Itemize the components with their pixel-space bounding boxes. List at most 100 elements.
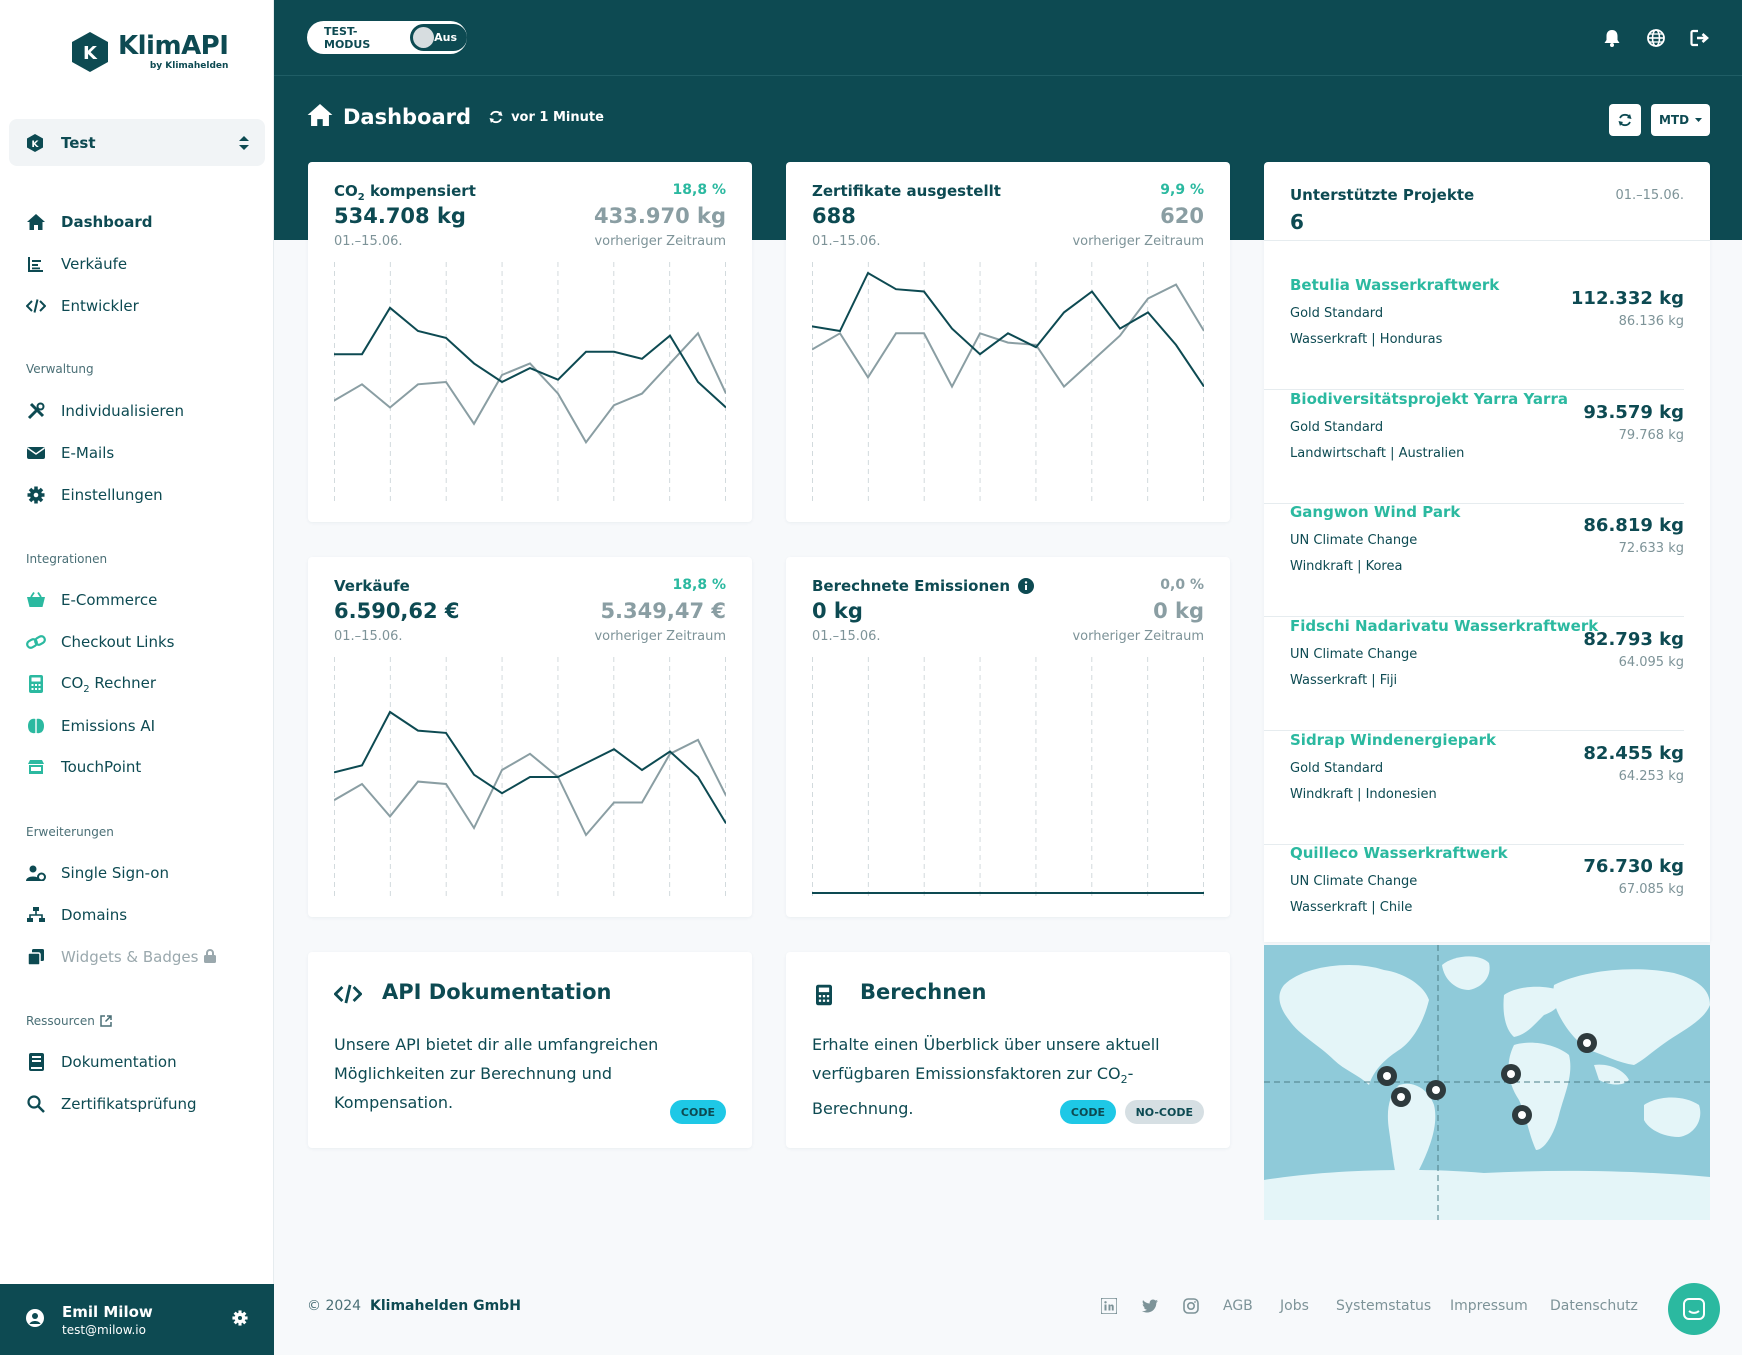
section-ressourcen[interactable]: Ressourcen	[26, 1014, 112, 1028]
stat-previous-value: 620	[1160, 204, 1204, 228]
map-marker-icon[interactable]	[1500, 1063, 1522, 1089]
user-gear-icon	[26, 863, 46, 883]
bell-icon[interactable]	[1601, 27, 1623, 49]
globe-icon[interactable]	[1645, 27, 1667, 49]
no-code-badge[interactable]: NO-CODE	[1124, 1100, 1204, 1124]
envelope-icon	[26, 443, 46, 463]
projects-count: 6	[1290, 210, 1304, 234]
project-item[interactable]: Betulia Wasserkraftwerk Gold Standard Wa…	[1264, 276, 1684, 390]
nav-sso-label: Single Sign-on	[61, 864, 169, 882]
nav-zertifikatspruefung[interactable]: Zertifikatsprüfung	[26, 1090, 197, 1118]
berechnen-card[interactable]: Berechnen Erhalte einen Überblick über u…	[786, 952, 1230, 1148]
project-category: Wasserkraft | Chile	[1290, 900, 1413, 915]
nav-dokumentation[interactable]: Dokumentation	[26, 1048, 177, 1076]
code-badge[interactable]: CODE	[669, 1100, 726, 1124]
api-docs-card[interactable]: API Dokumentation Unsere API bietet dir …	[308, 952, 752, 1148]
stat-date: 01.–15.06.	[334, 629, 403, 644]
book-icon	[26, 1052, 46, 1072]
footer-copyright: © 2024 Klimahelden GmbH	[307, 1298, 521, 1314]
stat-value: 6.590,62 €	[334, 599, 460, 623]
map-marker-icon[interactable]	[1390, 1086, 1412, 1112]
footer-link-systemstatus[interactable]: Systemstatus	[1336, 1298, 1432, 1314]
project-name[interactable]: Betulia Wasserkraftwerk	[1290, 276, 1500, 294]
test-mode-switch[interactable]: TEST-MODUS Aus	[307, 21, 467, 54]
user-avatar-icon[interactable]	[26, 1308, 44, 1331]
nav-emissions-ai[interactable]: Emissions AI	[26, 712, 155, 740]
project-name[interactable]: Fidschi Nadarivatu Wasserkraftwerk	[1290, 617, 1599, 635]
period-dropdown[interactable]: MTD	[1651, 104, 1710, 136]
nav-widgets-badges[interactable]: Widgets & Badges	[26, 943, 217, 971]
nav-individualisieren[interactable]: Individualisieren	[26, 397, 184, 425]
projects-divider	[1264, 240, 1710, 241]
project-name[interactable]: Sidrap Windenergiepark	[1290, 731, 1496, 749]
nav-verkaeufe[interactable]: Verkäufe	[26, 250, 127, 278]
footer-link-agb[interactable]: AGB	[1223, 1298, 1253, 1314]
project-name[interactable]: Gangwon Wind Park	[1290, 503, 1461, 521]
project-item[interactable]: Fidschi Nadarivatu Wasserkraftwerk UN Cl…	[1264, 617, 1684, 731]
map-marker-icon[interactable]	[1576, 1032, 1598, 1058]
project-item[interactable]: Quilleco Wasserkraftwerk UN Climate Chan…	[1264, 844, 1684, 958]
stat-date: 01.–15.06.	[812, 234, 881, 249]
series-line-previous	[334, 738, 726, 837]
nav-checkout-links[interactable]: Checkout Links	[26, 628, 174, 656]
test-mode-toggle[interactable]: Aus	[410, 24, 467, 51]
basket-icon	[26, 590, 46, 610]
home-icon	[26, 212, 46, 232]
project-name[interactable]: Quilleco Wasserkraftwerk	[1290, 844, 1508, 862]
project-value: 82.455 kg	[1583, 743, 1684, 764]
footer-link-impressum[interactable]: Impressum	[1450, 1298, 1528, 1314]
twitter-icon[interactable]	[1142, 1298, 1160, 1316]
sitemap-icon	[26, 905, 46, 925]
project-standard: UN Climate Change	[1290, 874, 1418, 889]
nav-emails-label: E-Mails	[61, 444, 115, 462]
footer-link-datenschutz[interactable]: Datenschutz	[1550, 1298, 1638, 1314]
section-integrationen: Integrationen	[26, 552, 108, 566]
project-standard: Gold Standard	[1290, 306, 1384, 321]
stat-label: CO2 kompensiert	[334, 182, 476, 203]
workspace-selector[interactable]: K Test	[9, 119, 265, 166]
project-name[interactable]: Biodiversitätsprojekt Yarra Yarra	[1290, 390, 1568, 408]
project-item[interactable]: Gangwon Wind Park UN Climate Change Wind…	[1264, 503, 1684, 617]
refresh-button[interactable]	[1609, 104, 1641, 136]
user-email: test@milow.io	[62, 1322, 146, 1337]
nav-einstellungen-label: Einstellungen	[61, 486, 163, 504]
nav-widgets-label: Widgets & Badges	[61, 948, 199, 966]
nav-emails[interactable]: E-Mails	[26, 439, 114, 467]
nav-co2-rechner[interactable]: CO2 Rechner	[26, 670, 156, 698]
nav-entwickler[interactable]: Entwickler	[26, 292, 139, 320]
footer-link-jobs[interactable]: Jobs	[1280, 1298, 1309, 1314]
project-item[interactable]: Biodiversitätsprojekt Yarra Yarra Gold S…	[1264, 390, 1684, 504]
nav-domains[interactable]: Domains	[26, 901, 127, 929]
map-marker-icon[interactable]	[1511, 1104, 1533, 1130]
last-refresh: vor 1 Minute	[511, 109, 604, 125]
nav-sso[interactable]: Single Sign-on	[26, 859, 169, 887]
stat-label: Verkäufe	[334, 577, 410, 595]
project-standard: Gold Standard	[1290, 761, 1384, 776]
project-value: 112.332 kg	[1570, 288, 1684, 309]
refresh-status[interactable]: vor 1 Minute	[489, 110, 604, 125]
nav-ecommerce[interactable]: E-Commerce	[26, 586, 157, 614]
map-marker-icon[interactable]	[1425, 1079, 1447, 1105]
user-settings-gear-icon[interactable]	[232, 1309, 248, 1330]
klimapi-logo[interactable]: K KlimAPI by Klimahelden	[68, 30, 229, 74]
map-marker-icon[interactable]	[1376, 1065, 1398, 1091]
svg-text:K: K	[83, 43, 98, 64]
series-line-previous	[334, 331, 726, 445]
chat-icon	[1683, 1298, 1705, 1320]
nav-dashboard[interactable]: Dashboard	[26, 208, 152, 236]
info-icon[interactable]	[1018, 578, 1035, 594]
linkedin-icon[interactable]	[1100, 1297, 1119, 1316]
nav-touchpoint[interactable]: TouchPoint	[26, 753, 141, 781]
nav-einstellungen[interactable]: Einstellungen	[26, 481, 163, 509]
chat-launcher-button[interactable]	[1668, 1283, 1720, 1335]
berechnen-title: Berechnen	[860, 980, 987, 1004]
code-badge[interactable]: CODE	[1059, 1100, 1116, 1124]
world-map[interactable]	[1264, 945, 1710, 1220]
line-chart-zertifikate	[812, 262, 1204, 502]
toggle-state: Aus	[434, 31, 457, 44]
logout-icon[interactable]	[1689, 27, 1711, 49]
instagram-icon[interactable]	[1183, 1298, 1201, 1316]
project-item[interactable]: Sidrap Windenergiepark Gold Standard Win…	[1264, 731, 1684, 845]
logo-subtitle: by Klimahelden	[149, 61, 229, 71]
section-verwaltung: Verwaltung	[26, 362, 94, 376]
